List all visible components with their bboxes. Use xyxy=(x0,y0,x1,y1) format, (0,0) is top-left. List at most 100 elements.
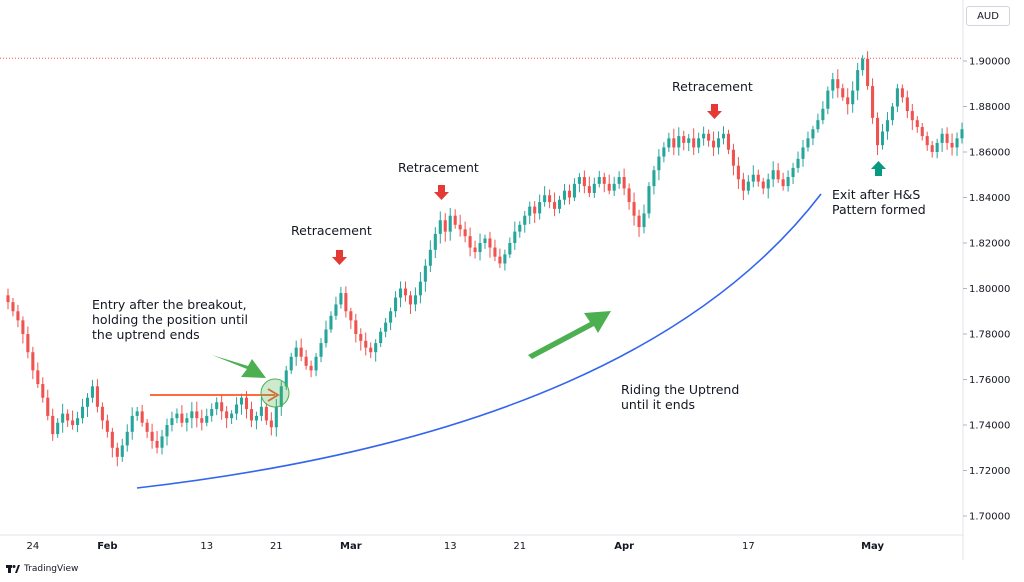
candle-body xyxy=(463,229,467,237)
x-tick-label: Mar xyxy=(340,541,362,552)
candle-body xyxy=(875,117,880,146)
candle-body xyxy=(513,231,517,243)
candle-body xyxy=(652,170,656,187)
candle-body xyxy=(900,88,904,98)
candle-body xyxy=(80,406,85,419)
candle-body xyxy=(339,293,343,305)
y-tick-label: 1.74000 xyxy=(969,421,1010,432)
candle-body xyxy=(478,243,482,253)
candle-body xyxy=(453,215,457,225)
candle-body xyxy=(562,190,567,200)
candle-body xyxy=(647,186,651,214)
candle-body xyxy=(617,177,621,184)
candle-body xyxy=(359,334,363,341)
candle-body xyxy=(294,347,298,357)
candle-body xyxy=(856,70,860,91)
candle-body xyxy=(831,79,835,91)
candle-body xyxy=(160,436,164,448)
candle-body xyxy=(369,347,373,353)
y-tick-label: 1.88000 xyxy=(969,102,1010,113)
candle-body xyxy=(175,413,179,419)
candle-body xyxy=(597,177,601,184)
candle-body xyxy=(235,404,239,414)
candle-body xyxy=(726,133,731,150)
candle-body xyxy=(955,138,959,148)
candle-body xyxy=(930,145,934,152)
candle-body xyxy=(657,156,661,171)
candle-body xyxy=(150,431,154,441)
candle-body xyxy=(215,402,219,410)
candle-body xyxy=(557,199,562,209)
candle-body xyxy=(6,295,10,303)
candle-body xyxy=(697,138,701,148)
y-tick-label: 1.90000 xyxy=(969,57,1010,68)
candle-body xyxy=(269,420,273,428)
candle-body xyxy=(225,411,229,419)
candle-body xyxy=(394,297,398,312)
entry-annotation-line-2: holding the position until xyxy=(92,312,248,327)
candle-body xyxy=(135,411,139,416)
candle-body xyxy=(642,213,646,228)
candle-body xyxy=(622,177,626,189)
candle-body xyxy=(871,86,875,118)
y-axis: 1.90000 1.88000 1.86000 1.84000 1.82000 1.800… xyxy=(963,57,1010,523)
candle-body xyxy=(493,247,497,257)
candle-body xyxy=(364,340,368,348)
candle-body xyxy=(548,195,552,203)
y-tick-label: 1.70000 xyxy=(969,512,1010,523)
candle-body xyxy=(349,311,353,321)
candle-body xyxy=(274,406,278,428)
retracement-label-2: Retracement xyxy=(398,160,479,175)
candle-body xyxy=(105,420,109,432)
uptrend-direction-arrow xyxy=(528,311,611,359)
y-tick-label: 1.78000 xyxy=(969,330,1010,341)
candle-body xyxy=(239,397,244,405)
candle-body xyxy=(751,174,755,182)
candlestick-series xyxy=(6,51,964,467)
candle-body xyxy=(56,422,60,435)
brand-name: TradingView xyxy=(24,564,79,574)
candle-body xyxy=(264,406,268,421)
candle-body xyxy=(592,183,596,193)
candle-body xyxy=(915,120,919,127)
candle-body xyxy=(806,138,810,148)
candle-body xyxy=(41,384,45,398)
candle-body xyxy=(577,177,581,184)
breakout-arrowhead xyxy=(267,388,280,402)
x-tick-label: 21 xyxy=(513,541,526,552)
candle-body xyxy=(771,170,775,180)
candle-body xyxy=(712,140,716,148)
candle-body xyxy=(95,386,99,407)
candle-body xyxy=(796,158,800,168)
candle-body xyxy=(761,181,765,189)
candle-body xyxy=(721,133,726,139)
candle-body xyxy=(190,411,194,419)
candle-body xyxy=(125,431,129,446)
candle-body xyxy=(299,347,303,357)
candle-body xyxy=(602,177,606,184)
entry-annotation-line-3: the uptrend ends xyxy=(92,327,200,342)
x-tick-label: 17 xyxy=(742,541,755,552)
candle-body xyxy=(389,311,393,323)
candle-body xyxy=(170,418,174,425)
candle-body xyxy=(309,365,313,371)
candle-body xyxy=(707,133,711,141)
candle-body xyxy=(473,247,477,253)
candle-body xyxy=(398,288,403,298)
candle-body xyxy=(582,177,586,187)
candle-body xyxy=(766,179,770,189)
entry-pointer-arrow xyxy=(212,355,266,378)
tradingview-logo-icon xyxy=(6,565,20,573)
candle-body xyxy=(210,409,214,416)
candle-body xyxy=(612,183,616,191)
candle-body xyxy=(667,138,671,148)
candle-body xyxy=(841,88,845,98)
candle-body xyxy=(518,224,522,232)
currency-selector[interactable]: AUD xyxy=(966,6,1010,26)
candle-body xyxy=(66,413,70,421)
candle-body xyxy=(428,249,432,266)
candle-body xyxy=(756,174,760,182)
x-tick-label: 13 xyxy=(444,541,457,552)
candle-body xyxy=(895,88,899,107)
